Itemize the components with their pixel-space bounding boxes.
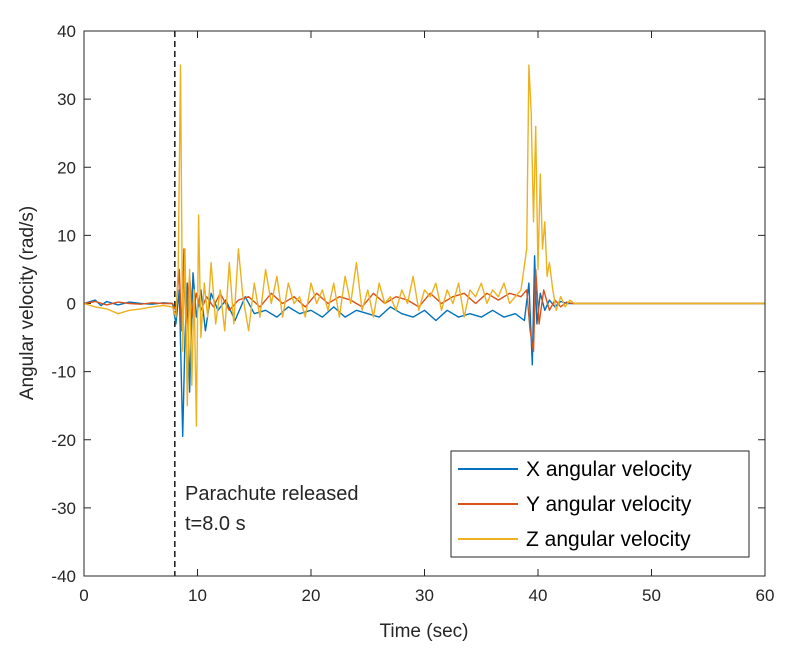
- y-tick-label: 30: [57, 90, 76, 109]
- x-tick-label: 10: [188, 586, 207, 605]
- y-axis-label: Angular velocity (rad/s): [17, 206, 38, 400]
- annotation-line2: t=8.0 s: [185, 513, 246, 535]
- y-tick-label: -40: [51, 567, 76, 586]
- y-tick-label: -10: [51, 363, 76, 382]
- series-layer: [84, 64, 765, 437]
- plot-frame: [83, 30, 766, 577]
- annotation-line1: Parachute released: [185, 483, 358, 505]
- x-tick-label: 60: [756, 586, 775, 605]
- y-angular-velocity-line: [84, 248, 765, 352]
- legend-label-x: X angular velocity: [526, 458, 692, 481]
- tick-labels-layer: 0 10 20 30 40 50 60 40 30 20 10 0 -10 -20 -30 -40: [51, 22, 774, 605]
- x-tick-label: 0: [79, 586, 88, 605]
- y-tick-label: 20: [57, 158, 76, 177]
- y-tick-label: -20: [51, 431, 76, 450]
- x-tick-label: 20: [302, 586, 321, 605]
- x-angular-velocity-line: [84, 255, 765, 437]
- x-tick-label: 30: [415, 586, 434, 605]
- legend: X angular velocity Y angular velocity Z …: [450, 450, 750, 558]
- x-tick-label: 50: [642, 586, 661, 605]
- y-tick-label: -30: [51, 499, 76, 518]
- legend-label-z: Z angular velocity: [526, 528, 691, 551]
- x-tick-label: 40: [529, 586, 548, 605]
- z-angular-velocity-line: [84, 64, 765, 427]
- y-tick-label: 0: [67, 295, 76, 314]
- x-axis-label: Time (sec): [379, 621, 468, 642]
- y-tick-label: 10: [57, 226, 76, 245]
- legend-label-y: Y angular velocity: [526, 493, 692, 516]
- y-tick-label: 40: [57, 22, 76, 41]
